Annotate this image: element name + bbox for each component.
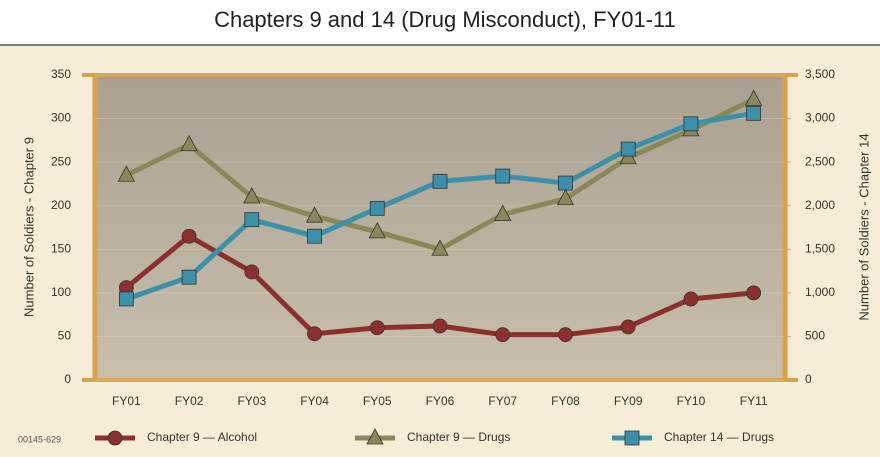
y-tick-label: 100: [51, 285, 71, 299]
point-marker: [305, 206, 324, 223]
y2-tick-label: 2,000: [805, 198, 835, 212]
legend-marker: [366, 428, 384, 445]
point-marker: [683, 116, 699, 132]
point-marker: [244, 264, 260, 280]
legend-label: Chapter 9 — Alcohol: [147, 430, 257, 444]
y-axis-title: Number of Soldiers - Chapter 9: [21, 137, 36, 317]
point-marker: [432, 318, 448, 334]
point-marker: [620, 319, 636, 335]
y-tick-label: 200: [51, 198, 71, 212]
point-marker: [558, 175, 573, 191]
y-tick-label: 150: [51, 241, 71, 255]
legend-label: Chapter 9 — Drugs: [407, 430, 510, 444]
point-marker: [307, 326, 322, 342]
point-marker: [746, 285, 762, 301]
point-marker: [369, 200, 385, 216]
y2-tick-label: 2,500: [805, 154, 835, 168]
y2-tick-label: 3,000: [805, 111, 835, 125]
point-marker: [683, 291, 699, 307]
y-tick-label: 50: [58, 329, 72, 343]
legend-label: Chapter 14 — Drugs: [664, 430, 774, 444]
point-marker: [744, 89, 763, 106]
point-marker: [181, 269, 197, 285]
point-marker: [495, 168, 511, 184]
x-tick-label: FY05: [363, 394, 392, 408]
point-marker: [244, 212, 260, 228]
point-marker: [368, 222, 386, 239]
point-marker: [431, 239, 449, 256]
point-marker: [117, 165, 136, 182]
chart-title: Chapters 9 and 14 (Drug Misconduct), FY0…: [214, 7, 676, 32]
point-marker: [180, 134, 198, 152]
point-marker: [432, 173, 448, 189]
y-tick-label: 250: [51, 154, 71, 168]
x-tick-label: FY02: [175, 394, 204, 408]
point-marker: [495, 327, 511, 343]
point-marker: [620, 141, 636, 157]
point-marker: [243, 187, 261, 204]
point-marker: [369, 320, 385, 336]
x-tick-label: FY11: [740, 394, 768, 408]
point-marker: [494, 204, 512, 221]
point-marker: [556, 188, 575, 206]
point-marker: [181, 228, 197, 244]
y-tick-label: 0: [64, 372, 71, 386]
legend-marker: [624, 430, 640, 446]
y2-tick-label: 1,000: [805, 285, 835, 299]
plot-area: [95, 75, 785, 380]
y2-tick-label: 0: [805, 372, 812, 386]
point-marker: [558, 327, 573, 343]
y-tick-label: 300: [51, 111, 71, 125]
x-tick-label: FY07: [488, 394, 517, 408]
y2-tick-label: 1,500: [805, 241, 835, 255]
point-marker: [746, 105, 762, 121]
y2-axis-title: Number of Soldiers - Chapter 14: [856, 133, 871, 320]
x-tick-label: FY01: [112, 394, 141, 408]
point-marker: [307, 228, 322, 244]
x-tick-label: FY03: [237, 394, 266, 408]
x-tick-label: FY06: [426, 394, 455, 408]
y-tick-label: 350: [51, 67, 71, 81]
x-tick-label: FY09: [614, 394, 643, 408]
x-tick-label: FY10: [677, 394, 706, 408]
y2-tick-label: 500: [805, 329, 825, 343]
footnote: 00145-629: [18, 434, 61, 444]
point-marker: [118, 291, 134, 307]
x-tick-label: FY08: [551, 394, 580, 408]
y2-tick-label: 3,500: [805, 67, 835, 81]
legend-marker: [107, 430, 123, 446]
x-tick-label: FY04: [300, 394, 329, 408]
